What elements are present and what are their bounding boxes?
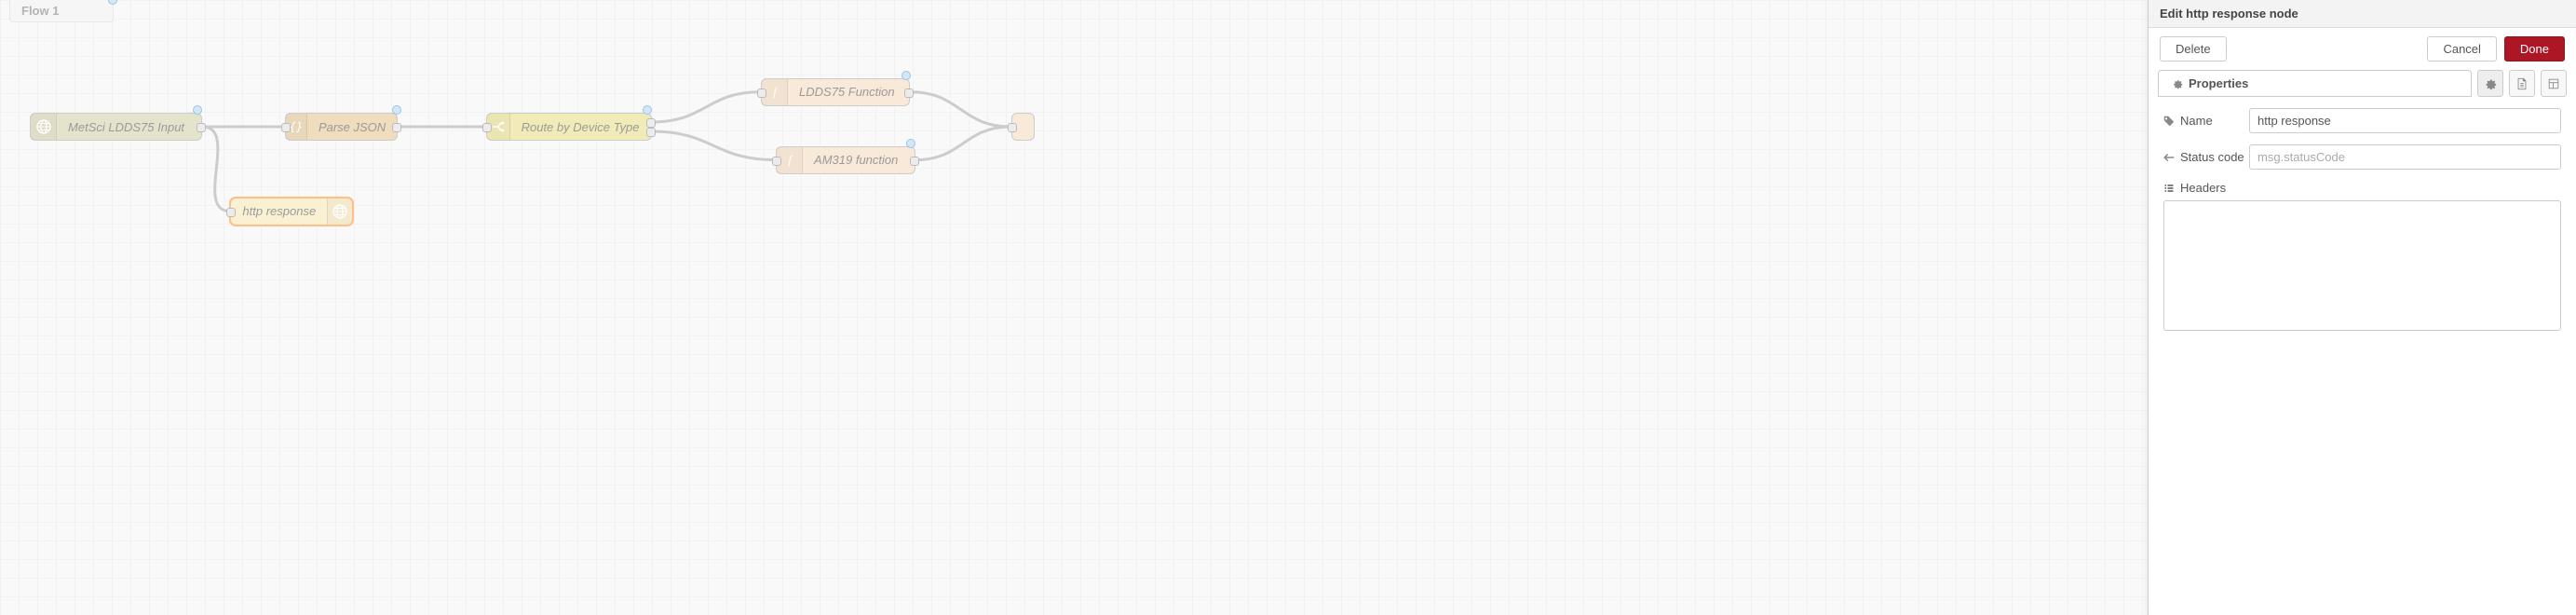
headers-label: Headers	[2163, 181, 2561, 195]
flow-canvas[interactable]: MetSci LDDS75 Input{}Parse JSONRoute by …	[0, 0, 2148, 615]
status-code-label: Status code	[2163, 150, 2249, 164]
done-button[interactable]: Done	[2504, 36, 2565, 62]
edit-panel-actions: Delete Cancel Done	[2149, 28, 2576, 70]
document-icon	[2515, 77, 2529, 90]
tab-properties-label: Properties	[2189, 76, 2248, 90]
layout-icon	[2547, 77, 2560, 90]
tool-settings-button[interactable]	[2477, 70, 2503, 97]
edit-panel-tabs: Properties	[2149, 70, 2576, 97]
arrow-left-icon	[2163, 152, 2175, 163]
list-icon	[2163, 183, 2175, 194]
tag-icon	[2163, 116, 2175, 127]
tab-properties[interactable]: Properties	[2158, 70, 2472, 97]
name-label: Name	[2163, 114, 2249, 128]
gear-icon	[2484, 77, 2497, 90]
headers-editor[interactable]	[2163, 200, 2561, 331]
gear-icon	[2172, 78, 2183, 89]
tool-description-button[interactable]	[2509, 70, 2535, 97]
cancel-button[interactable]: Cancel	[2427, 36, 2496, 62]
edit-form: Name Status code Headers	[2149, 97, 2576, 615]
tool-appearance-button[interactable]	[2541, 70, 2567, 97]
edit-panel: Edit http response node Delete Cancel Do…	[2148, 0, 2576, 615]
canvas-dim-overlay	[0, 0, 2148, 615]
delete-button[interactable]: Delete	[2160, 36, 2227, 62]
edit-panel-title: Edit http response node	[2149, 0, 2576, 28]
status-code-field[interactable]	[2249, 144, 2561, 170]
name-field[interactable]	[2249, 108, 2561, 133]
